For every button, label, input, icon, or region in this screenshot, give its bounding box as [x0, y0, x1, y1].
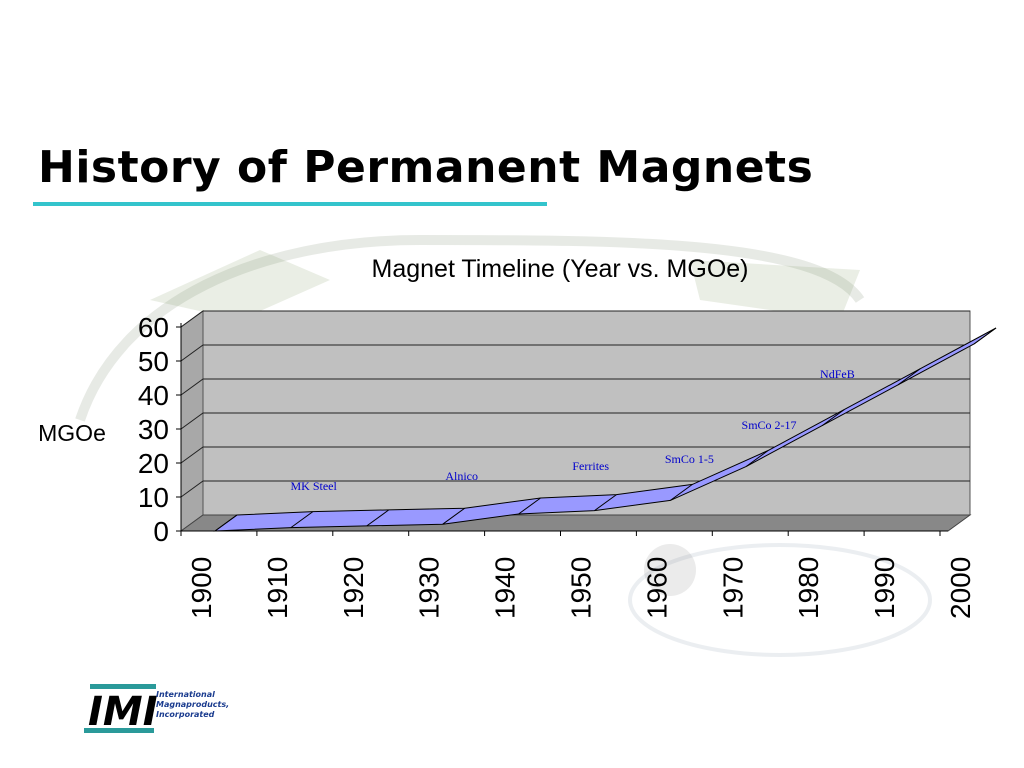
x-tick-label: 1970 [717, 557, 748, 619]
gridline [180, 446, 970, 464]
y-tick-label: 10 [138, 482, 169, 513]
annotation-label: Alnico [445, 469, 478, 483]
gridline [180, 378, 970, 396]
annotation-label: Ferrites [572, 459, 609, 473]
data-point [442, 507, 465, 525]
data-point [746, 449, 769, 467]
gridline [180, 310, 970, 328]
company-name-line-2: Magnaproducts, [156, 700, 230, 709]
y-tick-label: 0 [153, 516, 169, 547]
data-point [518, 497, 541, 515]
y-tick-label: 30 [138, 414, 169, 445]
x-tick-label: 1960 [641, 557, 672, 619]
annotation-label: SmCo 1-5 [665, 452, 714, 466]
x-tick-label: 1980 [793, 557, 824, 619]
y-axis-label: MGOe [38, 420, 106, 446]
annotation-label: NdFeB [820, 367, 855, 381]
title-underline [33, 202, 547, 206]
company-name-line-3: Incorporated [156, 710, 215, 719]
slide-title: History of Permanent Magnets [38, 142, 814, 193]
company-name-line-1: International [156, 690, 215, 699]
data-point [594, 494, 617, 512]
y-tick-label: 50 [138, 346, 169, 377]
x-tick-label: 1900 [186, 557, 217, 619]
x-tick-label: 1940 [490, 557, 521, 619]
company-name: International Magnaproducts, Incorporate… [156, 690, 229, 720]
data-point [290, 511, 314, 529]
x-tick-label: 1910 [262, 557, 293, 619]
x-tick-label: 1920 [338, 557, 369, 619]
y-tick-label: 40 [138, 380, 169, 411]
x-tick-label: 2000 [945, 557, 976, 619]
gridline [180, 344, 970, 362]
chart-title: Magnet Timeline (Year vs. MGOe) [372, 255, 749, 283]
data-point [821, 409, 845, 427]
data-point [366, 509, 390, 527]
gridline [180, 412, 970, 430]
x-tick-label: 1990 [869, 557, 900, 619]
imi-logo: IMI [84, 684, 158, 735]
y-tick-label: 20 [138, 448, 169, 479]
x-tick-label: 1930 [414, 557, 445, 619]
annotation-label: MK Steel [290, 479, 337, 493]
annotation-label: SmCo 2-17 [742, 418, 797, 432]
y-tick-label: 60 [138, 312, 169, 343]
x-tick-label: 1950 [566, 557, 597, 619]
data-point [670, 483, 693, 501]
data-point [897, 368, 921, 386]
data-point [214, 514, 238, 532]
svg-text:IMI: IMI [88, 689, 158, 735]
data-point [973, 327, 997, 345]
